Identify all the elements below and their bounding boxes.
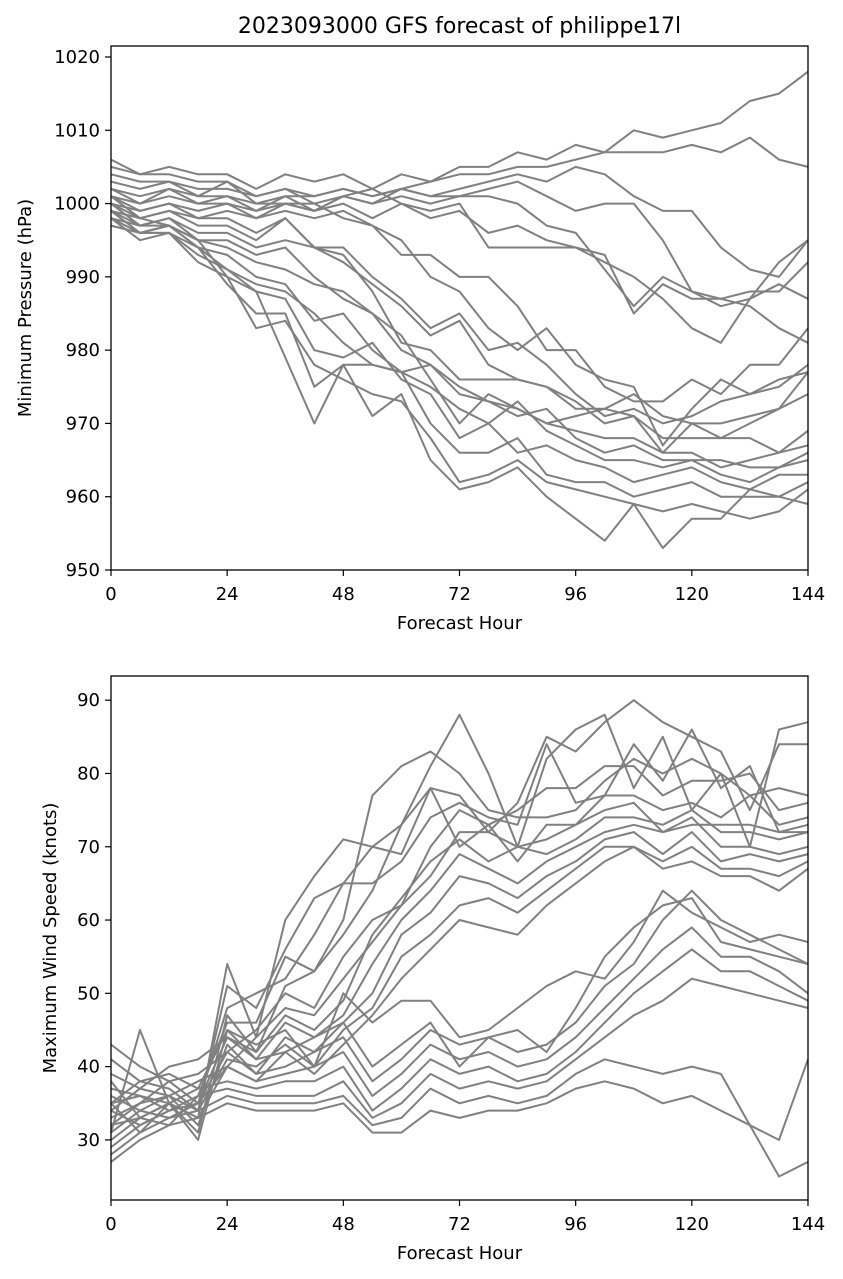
- pressure-x-tick-label: 96: [564, 584, 587, 605]
- pressure-y-tick-label: 950: [66, 560, 100, 581]
- wind-x-tick-label: 72: [448, 1214, 471, 1235]
- pressure-x-tick-label: 120: [675, 584, 709, 605]
- pressure-series-line-12: [110, 210, 809, 440]
- wind-series-line-19: [110, 1058, 809, 1156]
- pressure-series-line-8: [110, 195, 809, 403]
- wind-series-line-18: [110, 977, 809, 1148]
- pressure-series-line-6: [110, 187, 809, 344]
- pressure-series-line-17: [110, 217, 808, 491]
- pressure-series-line-11: [110, 209, 809, 454]
- wind-y-tick-label: 60: [77, 910, 100, 931]
- wind-series-line-15: [110, 889, 809, 1126]
- pressure-series-line-10: [110, 202, 809, 425]
- wind-x-tick-label: 144: [791, 1214, 825, 1235]
- wind-y-tick-label: 30: [77, 1130, 100, 1151]
- pressure-x-tick-label: 72: [448, 584, 471, 605]
- x-axis-label-pressure: Forecast Hour: [397, 613, 523, 634]
- pressure-axes-frame: [110, 45, 809, 571]
- wind-y-tick-label: 40: [77, 1057, 100, 1078]
- chart-title: 2023093000 GFS forecast of philippe17l: [238, 14, 681, 39]
- wind-x-tick-label: 120: [675, 1214, 709, 1235]
- pressure-series-line-14: [110, 217, 809, 469]
- pressure-series-line-3: [110, 165, 809, 278]
- wind-series-line-16: [110, 926, 809, 1134]
- wind-y-tick-label: 50: [77, 983, 100, 1004]
- pressure-y-tick-label: 960: [66, 487, 100, 508]
- pressure-x-tick-label: 0: [105, 584, 116, 605]
- pressure-y-tick-label: 1000: [54, 194, 100, 215]
- wind-x-tick-label: 96: [564, 1214, 587, 1235]
- pressure-y-tick-label: 1020: [54, 47, 100, 68]
- wind-x-tick-label: 24: [216, 1214, 239, 1235]
- pressure-x-tick-label: 144: [791, 584, 825, 605]
- pressure-x-tick-label: 48: [332, 584, 355, 605]
- wind-series-line-14: [110, 897, 809, 1112]
- wind-series-line-2: [110, 699, 808, 1119]
- pressure-series-line-9: [110, 202, 809, 447]
- pressure-series-line-13: [110, 217, 809, 454]
- wind-series-line-13: [110, 889, 809, 1105]
- pressure-y-tick-label: 1010: [54, 120, 100, 141]
- wind-series-line-10: [110, 831, 809, 1127]
- pressure-series-line-20: [110, 195, 809, 549]
- wind-series-line-8: [110, 809, 809, 1134]
- y-axis-label-wind: Maximum Wind Speed (knots): [40, 803, 61, 1074]
- wind-y-tick-label: 80: [77, 763, 100, 784]
- x-axis-label-wind: Forecast Hour: [397, 1243, 523, 1264]
- wind-y-tick-label: 90: [77, 690, 100, 711]
- wind-x-tick-label: 0: [105, 1214, 116, 1235]
- wind-series-line-4: [110, 750, 809, 1127]
- wind-series-line-20: [110, 1080, 809, 1178]
- pressure-series-line-16: [110, 224, 809, 484]
- pressure-series-line-18: [110, 210, 809, 498]
- pressure-series-line-2: [110, 70, 809, 190]
- wind-series-line-11: [110, 845, 809, 1112]
- pressure-y-tick-label: 970: [66, 413, 100, 434]
- wind-series-line-3: [110, 728, 809, 1112]
- wind-x-tick-label: 48: [332, 1214, 355, 1235]
- pressure-y-tick-label: 980: [66, 340, 100, 361]
- wind-y-tick-label: 70: [77, 837, 100, 858]
- pressure-plot: 0 24 48 72 96 120 144 950 960 970 980 990 1000 1010 10…: [54, 45, 825, 605]
- pressure-y-tick-label: 990: [66, 267, 100, 288]
- pressure-x-tick-label: 24: [216, 584, 239, 605]
- y-axis-label-pressure: Minimum Pressure (hPa): [15, 199, 36, 417]
- pressure-series-line-19: [110, 202, 809, 520]
- wind-speed-plot: 0 24 48 72 96 120 144 30 40 50 60 70 80 90: [77, 675, 825, 1235]
- pressure-series-line-5: [110, 180, 809, 308]
- wind-series-line-17: [110, 948, 809, 1141]
